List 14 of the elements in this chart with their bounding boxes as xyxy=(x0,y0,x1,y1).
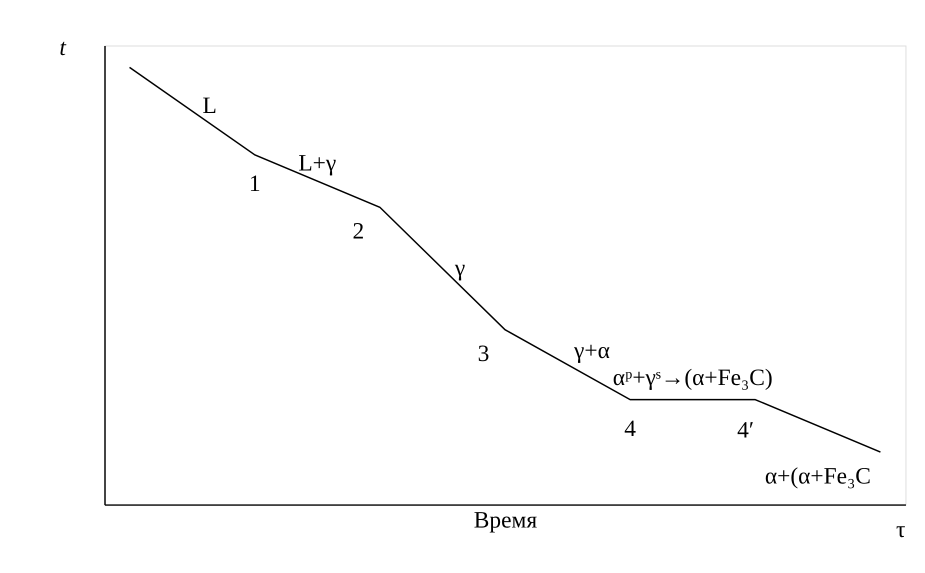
annotation: γ+α xyxy=(573,338,610,364)
annotation: L+γ xyxy=(298,150,336,176)
y-axis-title: t xyxy=(59,34,66,61)
annotation: L xyxy=(202,93,217,120)
annotation: 1 xyxy=(248,170,261,197)
annotation: α+(α+Fe₃C xyxy=(764,464,871,490)
annotation: αᵖ+γˢ→(α+Fe₃C) xyxy=(612,364,773,391)
text: τ xyxy=(896,516,906,543)
x-axis-title: Время xyxy=(474,508,538,534)
annotation: γ xyxy=(454,255,466,282)
annotation: 4′ xyxy=(737,418,754,444)
annotation: 4 xyxy=(624,416,636,442)
annotation: 2 xyxy=(352,218,364,245)
annotation: 3 xyxy=(478,340,490,367)
